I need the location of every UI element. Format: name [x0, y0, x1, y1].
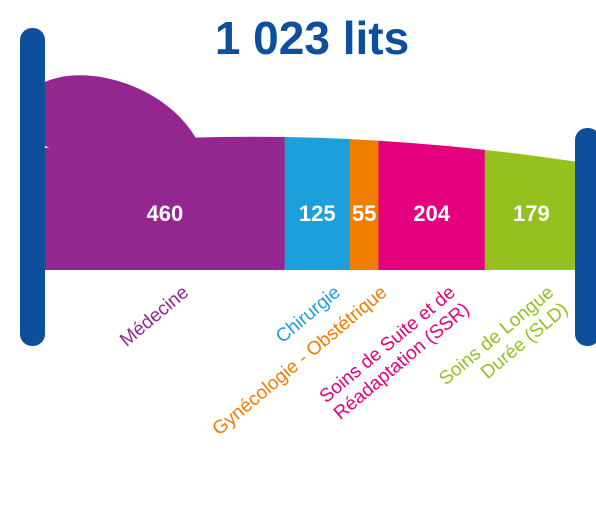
bar-segment — [349, 136, 379, 270]
value-label: 55 — [352, 201, 376, 226]
value-label: 125 — [299, 201, 336, 226]
value-label: 460 — [146, 201, 183, 226]
value-label: 204 — [413, 201, 450, 226]
bar-segment — [378, 136, 486, 270]
bar-segment — [484, 136, 578, 270]
bed-post — [575, 128, 596, 346]
chart-title: 1 023 lits — [215, 12, 409, 64]
pillow — [45, 75, 198, 156]
bar-segment — [284, 136, 351, 270]
bed-post — [20, 28, 45, 346]
value-label: 179 — [513, 201, 550, 226]
bar-segment — [45, 136, 286, 270]
